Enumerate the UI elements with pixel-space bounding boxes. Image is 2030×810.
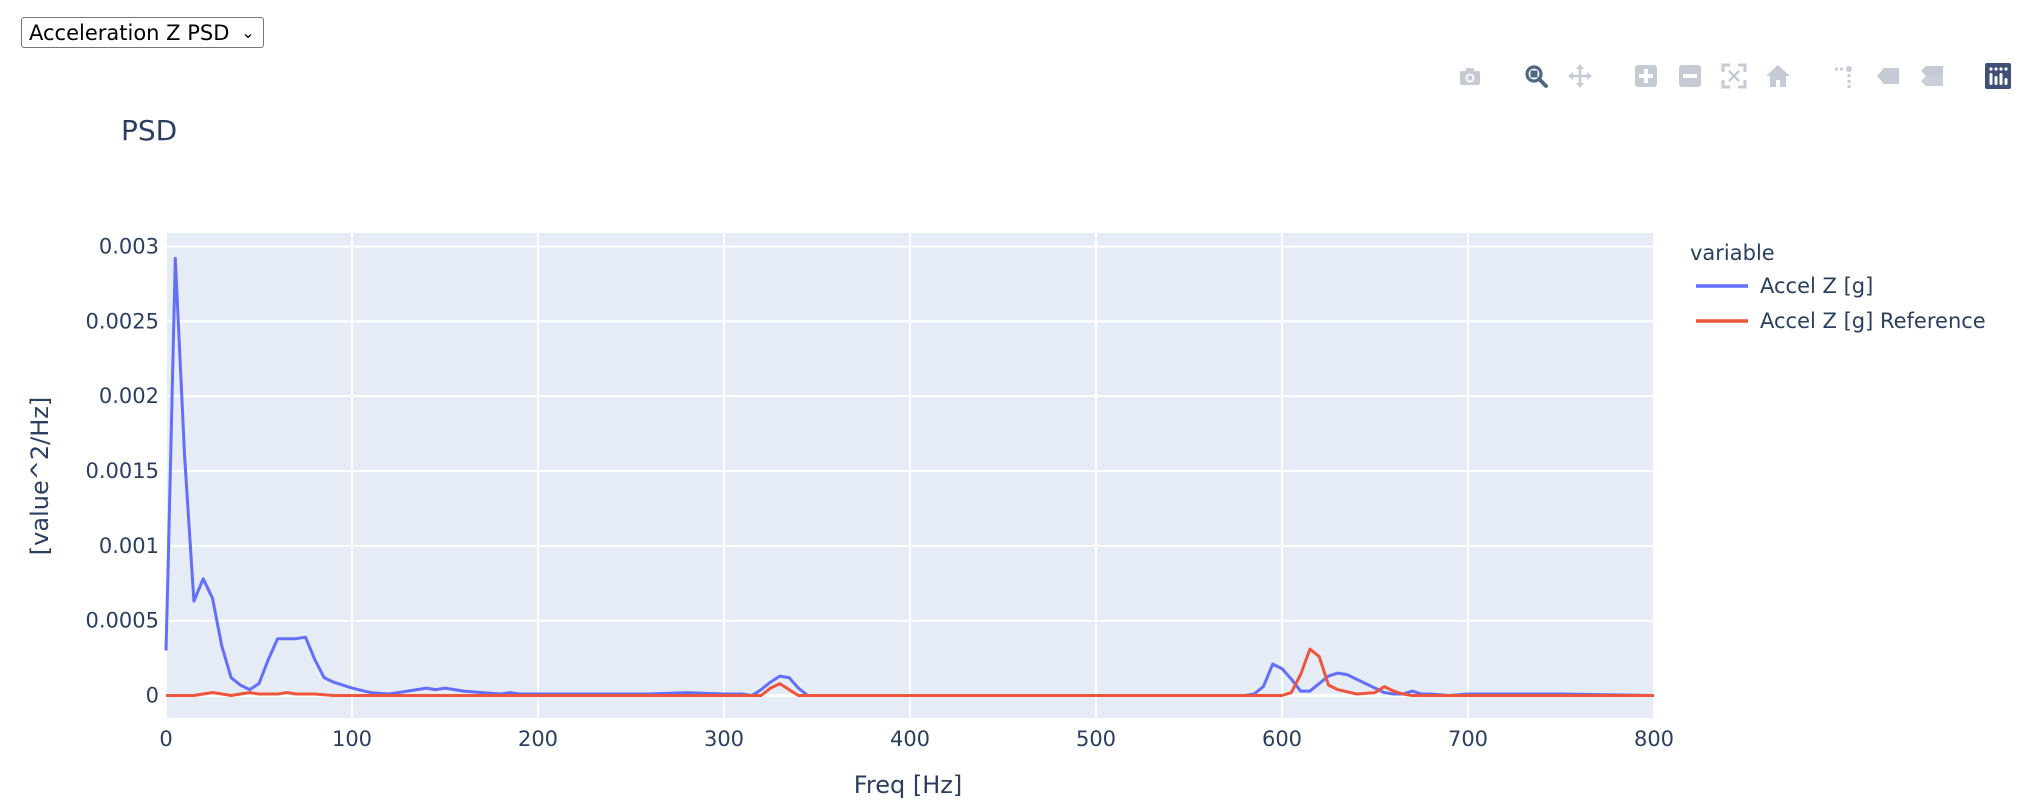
legend: variable Accel Z [g] Accel Z [g] Referenc… xyxy=(1690,241,1986,333)
zoom-out-icon xyxy=(1679,65,1701,87)
y-tick-label: 0.001 xyxy=(99,534,159,558)
legend-item[interactable]: Accel Z [g] xyxy=(1696,274,1873,298)
modebar-toolbar xyxy=(1426,58,2020,94)
plotly-logo-icon xyxy=(1985,63,2011,89)
zoom-in-button[interactable] xyxy=(1631,61,1661,91)
x-axis-title: Freq [Hz] xyxy=(854,771,962,799)
x-tick-label: 500 xyxy=(1076,727,1116,751)
hover-compare-button[interactable] xyxy=(1917,61,1947,91)
pan-button[interactable] xyxy=(1565,61,1595,91)
y-tick-label: 0.0015 xyxy=(86,459,159,483)
spikelines-button[interactable] xyxy=(1829,61,1859,91)
x-tick-label: 400 xyxy=(890,727,930,751)
modebar-group xyxy=(1624,61,1800,91)
camera-button[interactable] xyxy=(1455,61,1485,91)
modebar-group xyxy=(1976,61,2020,91)
legend-item[interactable]: Accel Z [g] Reference xyxy=(1696,309,1986,333)
x-tick-label: 200 xyxy=(518,727,558,751)
home-button[interactable] xyxy=(1763,61,1793,91)
chevron-down-icon: ⌄ xyxy=(241,22,255,42)
x-tick-label: 0 xyxy=(159,727,172,751)
y-tick-label: 0 xyxy=(146,684,159,708)
legend-label: Accel Z [g] xyxy=(1760,274,1873,298)
modebar-group xyxy=(1448,61,1492,91)
hover-closest-icon xyxy=(1877,68,1899,84)
zoom-out-button[interactable] xyxy=(1675,61,1705,91)
spikelines-icon xyxy=(1835,66,1852,88)
x-tick-label: 700 xyxy=(1448,727,1488,751)
legend-label: Accel Z [g] Reference xyxy=(1760,309,1986,333)
x-tick-label: 300 xyxy=(704,727,744,751)
camera-icon xyxy=(1460,68,1480,85)
hover-closest-button[interactable] xyxy=(1873,61,1903,91)
series-line[interactable] xyxy=(164,256,1655,697)
pan-icon xyxy=(1568,64,1592,88)
home-icon xyxy=(1766,65,1790,87)
x-tick-label: 800 xyxy=(1634,727,1674,751)
modebar-group xyxy=(1822,61,1954,91)
modebar-group xyxy=(1514,61,1602,91)
zoom-in-icon xyxy=(1635,65,1657,87)
autoscale-icon xyxy=(1721,63,1747,89)
y-tick-label: 0.0005 xyxy=(86,609,159,633)
trace-selector-value: Acceleration Z PSD xyxy=(29,20,230,45)
legend-title: variable xyxy=(1690,241,1775,265)
trace-selector-dropdown[interactable]: Acceleration Z PSD ⌄ xyxy=(21,17,264,48)
y-axis-ticks: 0 0.0005 0.001 0.0015 0.002 0.0025 0.003 xyxy=(86,234,159,707)
x-axis-ticks: 0 100 200 300 400 500 600 700 800 xyxy=(159,727,1674,751)
x-tick-label: 100 xyxy=(332,727,372,751)
series-layer xyxy=(164,256,1655,697)
y-axis-title: [value^2/Hz] xyxy=(26,397,54,555)
y-tick-label: 0.0025 xyxy=(86,309,159,333)
autoscale-button[interactable] xyxy=(1719,61,1749,91)
y-tick-label: 0.002 xyxy=(99,384,159,408)
y-tick-label: 0.003 xyxy=(99,234,159,258)
x-tick-label: 600 xyxy=(1262,727,1302,751)
chart-title: PSD xyxy=(121,114,177,147)
zoom-icon xyxy=(1525,65,1548,88)
plotly-logo-button[interactable] xyxy=(1983,61,2013,91)
zoom-button[interactable] xyxy=(1521,61,1551,91)
hover-compare-icon xyxy=(1921,66,1943,86)
series-line[interactable] xyxy=(166,647,1654,697)
